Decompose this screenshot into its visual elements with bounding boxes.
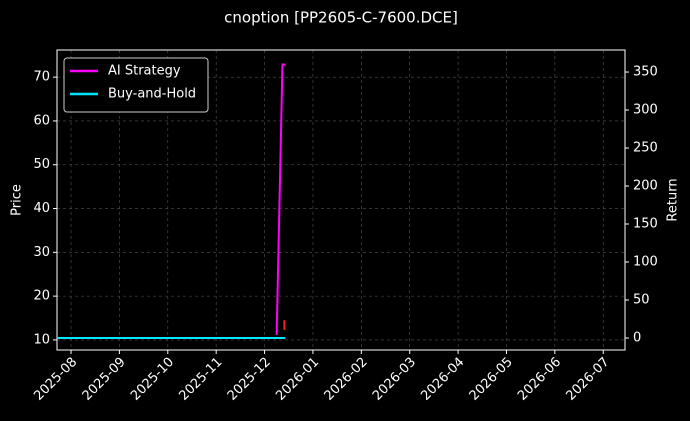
chart-title: cnoption [PP2605-C-7600.DCE] <box>224 9 458 27</box>
y-tick-label: 40 <box>33 201 50 216</box>
y2-tick-label: 0 <box>633 330 641 345</box>
y-tick-label: 60 <box>33 113 50 128</box>
y-tick-label: 70 <box>33 70 50 85</box>
y-tick-label: 20 <box>33 289 50 304</box>
y-tick-label: 30 <box>33 245 50 260</box>
y-tick-label: 10 <box>33 332 50 347</box>
y2-tick-label: 150 <box>633 217 658 232</box>
y2-tick-label: 200 <box>633 179 658 194</box>
y2-axis-label: Return <box>666 178 681 221</box>
line-series <box>275 63 286 335</box>
y2-tick-label: 50 <box>633 293 650 308</box>
y2-tick-label: 350 <box>633 65 658 80</box>
y-tick-label: 50 <box>33 157 50 172</box>
legend-label: AI Strategy <box>108 64 181 79</box>
y2-tick-label: 100 <box>633 255 658 270</box>
legend-label: Buy-and-Hold <box>108 87 196 102</box>
y2-tick-label: 300 <box>633 103 658 118</box>
plot-frame <box>56 49 626 351</box>
y-axis-label: Price <box>10 184 25 216</box>
y2-tick-label: 250 <box>633 141 658 156</box>
legend-box <box>63 57 209 113</box>
